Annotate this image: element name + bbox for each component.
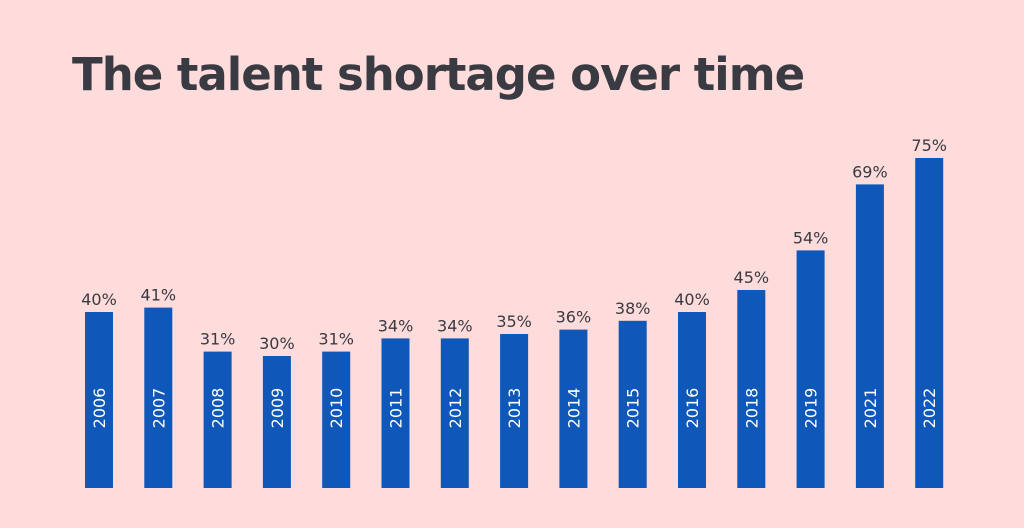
value-label-2012: 34% — [437, 316, 473, 335]
bar-2009 — [262, 356, 291, 488]
value-label-2019: 54% — [793, 228, 829, 247]
value-label-2006: 40% — [81, 290, 117, 309]
bar-2011 — [381, 338, 410, 488]
category-label-2010: 2010 — [327, 388, 346, 429]
bar-2007 — [144, 307, 173, 488]
category-label-2022: 2022 — [920, 388, 939, 429]
bar-2014 — [559, 329, 588, 488]
value-label-2007: 41% — [141, 286, 177, 305]
value-label-2016: 40% — [674, 290, 710, 309]
category-label-2013: 2013 — [505, 388, 524, 429]
bar-2022 — [915, 158, 944, 488]
category-label-2019: 2019 — [802, 388, 821, 429]
category-label-2014: 2014 — [564, 388, 583, 429]
bar-2010 — [322, 351, 351, 488]
value-label-2015: 38% — [615, 299, 651, 318]
value-labels-group: 40% 41% 31% 30% 31% 34% 34% 35% 36% 38% 40% 45% 54% 6… — [81, 136, 947, 353]
bar-2016 — [678, 312, 706, 488]
bar-2008 — [203, 351, 232, 488]
category-label-2009: 2009 — [268, 388, 287, 429]
value-label-2013: 35% — [496, 312, 532, 331]
bar-2006 — [85, 312, 113, 488]
category-label-2008: 2008 — [209, 388, 228, 429]
bar-2019 — [796, 250, 825, 488]
category-label-2021: 2021 — [861, 388, 880, 429]
category-label-2007: 2007 — [149, 388, 168, 429]
value-label-2008: 31% — [200, 330, 236, 349]
bar-2012 — [440, 338, 469, 488]
bar-2015 — [618, 320, 647, 488]
value-label-2009: 30% — [259, 334, 295, 353]
category-labels-group: 2006 2007 2008 2009 2010 2011 2012 2013 2014 2015… — [90, 388, 939, 429]
bars-group — [85, 158, 944, 488]
value-label-2014: 36% — [556, 308, 592, 327]
chart-title: The talent shortage over time — [72, 48, 805, 101]
category-label-2012: 2012 — [446, 388, 465, 429]
category-label-2018: 2018 — [742, 388, 761, 429]
category-label-2016: 2016 — [683, 388, 702, 429]
value-label-2010: 31% — [318, 330, 354, 349]
value-label-2022: 75% — [911, 136, 947, 155]
value-label-2021: 69% — [852, 162, 888, 181]
category-label-2011: 2011 — [387, 388, 406, 429]
value-label-2018: 45% — [734, 268, 770, 287]
category-label-2006: 2006 — [90, 388, 109, 429]
bar-2013 — [500, 334, 529, 488]
category-label-2015: 2015 — [624, 388, 643, 429]
bar-2018 — [737, 290, 766, 488]
value-label-2011: 34% — [378, 316, 414, 335]
bar-2021 — [855, 184, 884, 488]
